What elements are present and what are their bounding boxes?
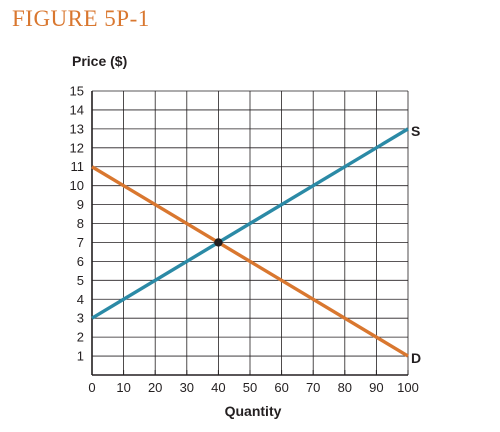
y-tick-label-1: 1: [77, 349, 84, 364]
x-tick-label-10: 10: [116, 380, 130, 395]
tick-labels: 0 10 20 30 40 50 60 70 80 90 100123456789101112131…: [70, 84, 419, 396]
x-tick-label-0: 0: [88, 380, 95, 395]
x-tick-label-40: 40: [211, 380, 225, 395]
axes: [91, 91, 409, 376]
y-tick-label-2: 2: [77, 330, 84, 345]
x-axis-title: Quantity: [225, 403, 282, 419]
y-tick-label-14: 14: [70, 102, 84, 117]
y-tick-label-12: 12: [70, 140, 84, 155]
y-tick-label-7: 7: [77, 235, 84, 250]
y-axis-title: Price ($): [72, 53, 127, 69]
y-tick-label-13: 13: [70, 121, 84, 136]
y-tick-label-8: 8: [77, 216, 84, 231]
y-tick-label-5: 5: [77, 273, 84, 288]
y-tick-label-10: 10: [70, 178, 84, 193]
y-tick-label-11: 11: [71, 159, 85, 174]
x-tick-label-100: 100: [397, 380, 419, 395]
curve-label-d: D: [411, 350, 421, 366]
x-tick-label-20: 20: [148, 380, 162, 395]
x-tick-label-60: 60: [274, 380, 288, 395]
grid: [92, 90, 409, 375]
x-tick-label-30: 30: [180, 380, 194, 395]
x-tick-label-50: 50: [243, 380, 257, 395]
series-line-s: [91, 127, 409, 320]
y-tick-label-15: 15: [70, 84, 84, 99]
curve-labels: SD: [411, 123, 421, 366]
curve-label-s: S: [411, 123, 420, 139]
x-tick-label-90: 90: [369, 380, 383, 395]
y-tick-label-3: 3: [77, 311, 84, 326]
series-line-d: [91, 165, 409, 358]
y-tick-label-9: 9: [77, 197, 84, 212]
y-tick-label-6: 6: [77, 254, 84, 269]
figure-title: FIGURE 5P-1: [12, 6, 150, 31]
equilibrium-point: [214, 238, 223, 247]
y-tick-label-4: 4: [77, 292, 84, 307]
x-tick-label-80: 80: [338, 380, 352, 395]
series: [91, 127, 409, 358]
x-tick-label-70: 70: [306, 380, 320, 395]
